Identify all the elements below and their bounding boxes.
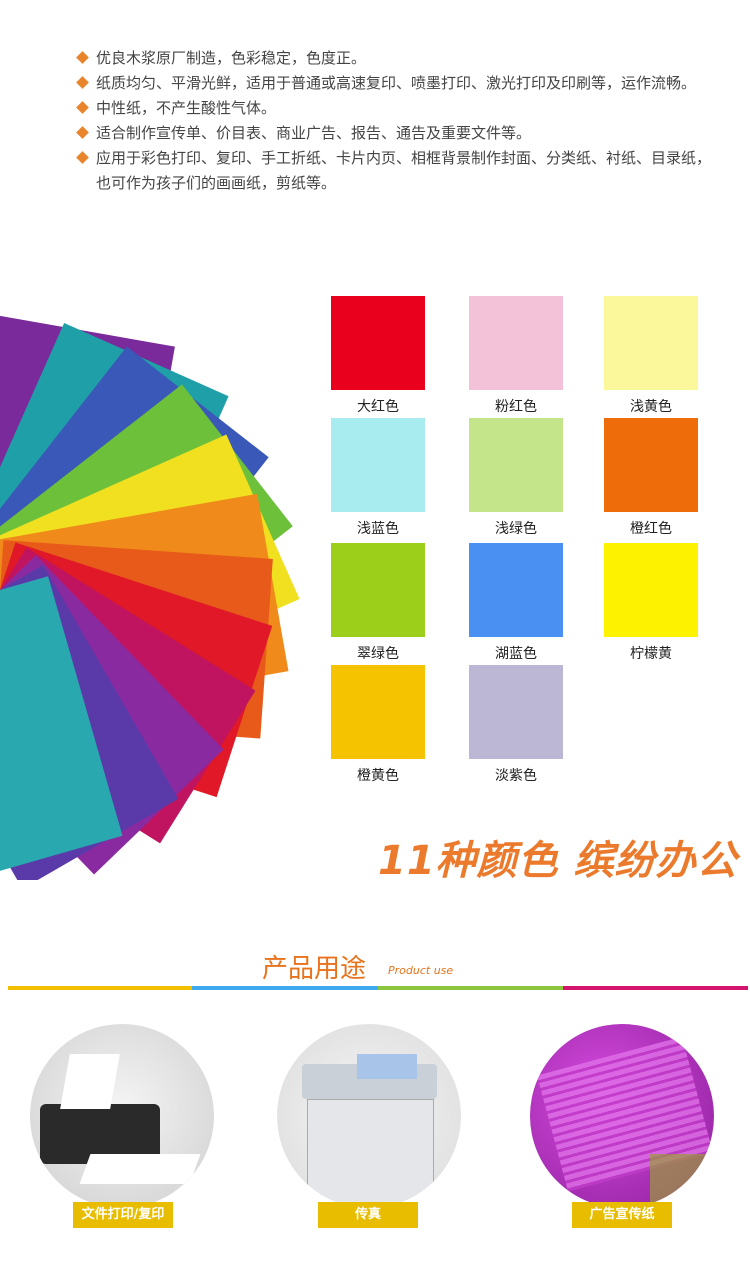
feature-item: 纸质均匀、平滑光鲜，适用于普通或高速复印、喷墨打印、激光打印及印刷等，运作流畅。 — [76, 71, 716, 96]
color-swatch-label: 浅绿色 — [495, 521, 537, 537]
color-swatch-label: 橙黄色 — [357, 768, 399, 784]
color-swatch-label: 橙红色 — [630, 521, 672, 537]
feature-item: 中性纸，不产生酸性气体。 — [76, 96, 716, 121]
feature-text: 适合制作宣传单、价目表、商业广告、报告、通告及重要文件等。 — [96, 124, 532, 142]
divider-segment — [192, 986, 378, 990]
color-swatch — [469, 418, 563, 512]
color-swatch-label: 柠檬黄 — [630, 646, 672, 662]
color-swatch — [469, 296, 563, 390]
color-swatch — [331, 543, 425, 637]
flyer-icon — [530, 1024, 714, 1208]
paper-fan-image — [0, 315, 300, 880]
color-swatch — [469, 665, 563, 759]
color-swatch-label: 翠绿色 — [357, 646, 399, 662]
color-swatch — [469, 543, 563, 637]
diamond-bullet-icon — [76, 151, 89, 164]
feature-item: 应用于彩色打印、复印、手工折纸、卡片内页、相框背景制作封面、分类纸、衬纸、目录纸… — [76, 146, 716, 196]
diamond-bullet-icon — [76, 51, 89, 64]
color-swatch-label: 淡紫色 — [495, 768, 537, 784]
color-swatch-label: 浅黄色 — [630, 399, 672, 415]
feature-text: 中性纸，不产生酸性气体。 — [96, 99, 277, 117]
color-swatch — [331, 296, 425, 390]
divider-segment — [378, 986, 563, 990]
color-swatch-label: 湖蓝色 — [495, 646, 537, 662]
color-swatch — [604, 418, 698, 512]
feature-item: 适合制作宣传单、价目表、商业广告、报告、通告及重要文件等。 — [76, 121, 716, 146]
fan-paper-sheet — [0, 576, 123, 880]
slogan: 11种颜色 缤纷办公 — [378, 838, 738, 884]
usage-label: 传真 — [318, 1202, 418, 1228]
feature-list: 优良木浆原厂制造，色彩稳定，色度正。 纸质均匀、平滑光鲜，适用于普通或高速复印、… — [76, 46, 716, 196]
color-swatch — [331, 665, 425, 759]
color-swatch-label: 大红色 — [357, 399, 399, 415]
diamond-bullet-icon — [76, 126, 89, 139]
color-swatch — [604, 543, 698, 637]
section-title: 产品用途 — [262, 954, 367, 984]
usage-label: 文件打印/复印 — [73, 1202, 173, 1228]
color-swatch — [331, 418, 425, 512]
divider-segment — [563, 986, 748, 990]
usage-label: 广告宣传纸 — [572, 1202, 672, 1228]
feature-text: 纸质均匀、平滑光鲜，适用于普通或高速复印、喷墨打印、激光打印及印刷等，运作流畅。 — [96, 74, 697, 92]
diamond-bullet-icon — [76, 101, 89, 114]
color-swatch-label: 浅蓝色 — [357, 521, 399, 537]
section-subtitle: Product use — [388, 964, 454, 977]
copier-icon — [277, 1024, 461, 1208]
printer-icon — [30, 1024, 214, 1208]
feature-text: 优良木浆原厂制造，色彩稳定，色度正。 — [96, 49, 367, 67]
color-swatch — [604, 296, 698, 390]
divider-segment — [8, 986, 192, 990]
diamond-bullet-icon — [76, 76, 89, 89]
feature-text: 应用于彩色打印、复印、手工折纸、卡片内页、相框背景制作封面、分类纸、衬纸、目录纸… — [96, 149, 712, 192]
color-swatch-label: 粉红色 — [495, 399, 537, 415]
feature-item: 优良木浆原厂制造，色彩稳定，色度正。 — [76, 46, 716, 71]
